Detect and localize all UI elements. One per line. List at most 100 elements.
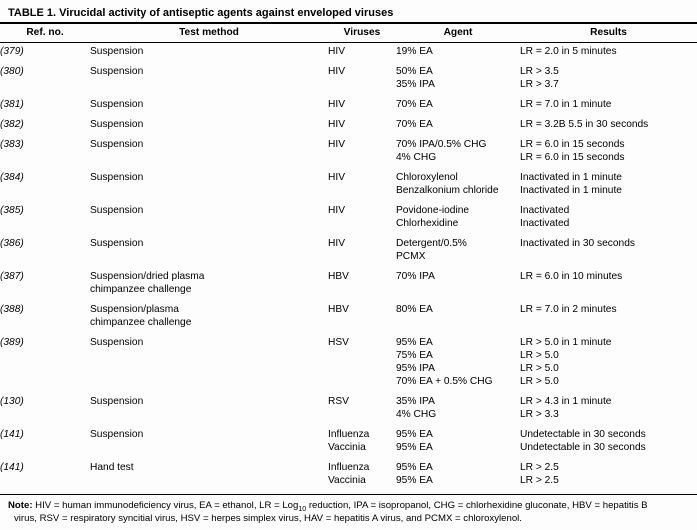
viruses-cell: HIV — [328, 98, 396, 118]
viruses-cell: HIV — [328, 138, 396, 171]
results-cell: Inactivated Inactivated — [520, 204, 697, 237]
cell-line: LR > 2.5 — [520, 462, 559, 473]
cell-line: 35% IPA — [396, 79, 435, 90]
cell-line: Detergent/0.5% — [396, 238, 467, 249]
ref-cell: (382) — [0, 118, 90, 138]
test-method-cell: Suspension — [90, 98, 328, 118]
cell-line: (141) — [0, 429, 24, 440]
cell-line: 95% EA — [396, 429, 433, 440]
cell-line: 70% IPA — [396, 271, 435, 282]
cell-line: LR > 3.7 — [520, 79, 559, 90]
cell-line: LR > 4.3 in 1 minute — [520, 396, 612, 407]
virucidal-activity-table: Ref. no. Test method Viruses Agent Resul… — [0, 22, 697, 494]
agent-cell: 95% EA 75% EA 95% IPA 70% EA + 0.5% CHG — [396, 336, 520, 395]
cell-line: (386) — [0, 238, 24, 249]
table-row: (383) Suspension HIV 70% IPA/0.5% CHG 4% CHG… — [0, 138, 697, 171]
cell-line: (383) — [0, 139, 24, 150]
cell-line: 75% EA — [396, 350, 433, 361]
ref-cell: (380) — [0, 65, 90, 98]
cell-line: PCMX — [396, 251, 426, 262]
test-method-cell: Suspension — [90, 118, 328, 138]
note-line-1: Note: HIV = human immunodeficiency virus… — [8, 499, 693, 513]
ref-cell: (384) — [0, 171, 90, 204]
cell-line: 70% IPA/0.5% CHG — [396, 139, 487, 150]
cell-line: LR = 7.0 in 1 minute — [520, 99, 612, 110]
cell-line: chimpanzee challenge — [90, 317, 192, 328]
cell-line: Suspension/plasma — [90, 304, 179, 315]
note-label: Note: — [8, 500, 33, 511]
cell-line: (384) — [0, 172, 24, 183]
agent-cell: 35% IPA 4% CHG — [396, 395, 520, 428]
table-row: (389) Suspension HSV 95% EA 75% EA 95% IPA 70%… — [0, 336, 697, 395]
table-row: (130) Suspension RSV 35% IPA 4% CHG LR > 4.3 … — [0, 395, 697, 428]
cell-line: LR > 5.0 — [520, 350, 559, 361]
results-cell: LR > 2.5 LR > 2.5 — [520, 461, 697, 494]
viruses-cell: HBV — [328, 303, 396, 336]
cell-line: HIV — [328, 238, 345, 249]
results-cell: Inactivated in 30 seconds — [520, 237, 697, 270]
viruses-cell: HIV — [328, 237, 396, 270]
ref-cell: (386) — [0, 237, 90, 270]
cell-line: 70% EA — [396, 119, 433, 130]
cell-line: (385) — [0, 205, 24, 216]
cell-line: HSV — [328, 337, 349, 348]
table-row: (379) Suspension HIV 19% EA LR = 2.0 in 5 mi… — [0, 43, 697, 66]
cell-line: Suspension — [90, 205, 144, 216]
results-cell: LR = 6.0 in 15 seconds LR = 6.0 in 15 sec… — [520, 138, 697, 171]
agent-cell: 50% EA 35% IPA — [396, 65, 520, 98]
column-header-viruses: Viruses — [328, 22, 396, 43]
cell-line: 95% EA — [396, 462, 433, 473]
test-method-cell: Hand test — [90, 461, 328, 494]
column-header-results: Results — [520, 22, 697, 43]
cell-line: Influenza — [328, 429, 370, 440]
cell-line: (141) — [0, 462, 24, 473]
agent-cell: 70% EA — [396, 98, 520, 118]
note-text-2: reduction, IPA = isopropanol, CHG = chlo… — [306, 500, 648, 511]
cell-line: HIV — [328, 172, 345, 183]
cell-line: HIV — [328, 139, 345, 150]
test-method-cell: Suspension — [90, 428, 328, 461]
column-header-agent: Agent — [396, 22, 520, 43]
test-method-cell: Suspension — [90, 43, 328, 66]
cell-line: LR = 6.0 in 15 seconds — [520, 139, 625, 150]
cell-line: Chloroxylenol — [396, 172, 458, 183]
test-method-cell: Suspension — [90, 395, 328, 428]
cell-line: 50% EA — [396, 66, 433, 77]
cell-line: HIV — [328, 119, 345, 130]
cell-line: 70% EA + 0.5% CHG — [396, 376, 493, 387]
cell-line: HBV — [328, 271, 349, 282]
cell-line: chimpanzee challenge — [90, 284, 192, 295]
test-method-cell: Suspension — [90, 65, 328, 98]
ref-cell: (389) — [0, 336, 90, 395]
table-row: (386) Suspension HIV Detergent/0.5% PCMX Inac… — [0, 237, 697, 270]
cell-line: 95% EA — [396, 337, 433, 348]
column-header-ref-no: Ref. no. — [0, 22, 90, 43]
viruses-cell: HIV — [328, 204, 396, 237]
cell-line: HIV — [328, 66, 345, 77]
viruses-cell: RSV — [328, 395, 396, 428]
cell-line: Vaccinia — [328, 442, 366, 453]
cell-line: Suspension — [90, 238, 144, 249]
results-cell: LR > 3.5 LR > 3.7 — [520, 65, 697, 98]
header-row: Ref. no. Test method Viruses Agent Resul… — [0, 22, 697, 43]
viruses-cell: Influenza Vaccinia — [328, 461, 396, 494]
cell-line: Chlorhexidine — [396, 218, 459, 229]
table-row: (141) Suspension Influenza Vaccinia 95% EA 95… — [0, 428, 697, 461]
cell-line: HIV — [328, 46, 345, 57]
cell-line: Suspension/dried plasma — [90, 271, 205, 282]
table-row: (141) Hand test Influenza Vaccinia 95% EA 95%… — [0, 461, 697, 494]
viruses-cell: HIV — [328, 65, 396, 98]
cell-line: Inactivated — [520, 218, 570, 229]
table-row: (382) Suspension HIV 70% EA LR = 3.2B 5.5 in… — [0, 118, 697, 138]
results-cell: LR = 7.0 in 1 minute — [520, 98, 697, 118]
viruses-cell: HIV — [328, 118, 396, 138]
cell-line: LR = 3.2B 5.5 in 30 seconds — [520, 119, 649, 130]
cell-line: (388) — [0, 304, 24, 315]
table-title: TABLE 1. Virucidal activity of antisepti… — [8, 7, 394, 19]
cell-line: Benzalkonium chloride — [396, 185, 499, 196]
agent-cell: 95% EA 95% EA — [396, 428, 520, 461]
cell-line: 35% IPA — [396, 396, 435, 407]
cell-line: (381) — [0, 99, 24, 110]
cell-line: Suspension — [90, 66, 144, 77]
